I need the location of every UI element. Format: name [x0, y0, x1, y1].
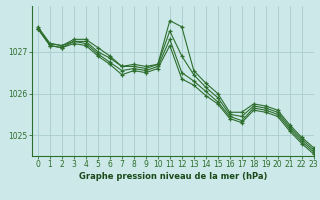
X-axis label: Graphe pression niveau de la mer (hPa): Graphe pression niveau de la mer (hPa) — [79, 172, 267, 181]
